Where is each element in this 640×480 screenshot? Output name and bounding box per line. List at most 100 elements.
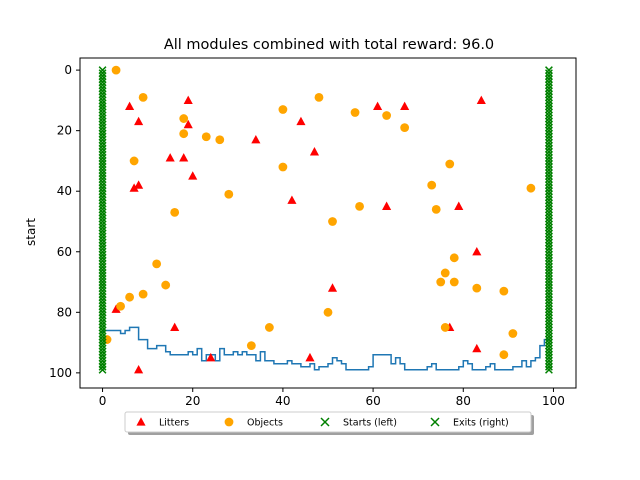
object-marker (472, 283, 482, 293)
start-marker (98, 314, 107, 323)
start-marker (98, 211, 107, 220)
litter-marker (134, 116, 144, 126)
exit-marker (545, 229, 553, 238)
object-marker (138, 92, 148, 102)
exit-marker (545, 108, 553, 117)
exit-marker (545, 87, 553, 96)
start-marker (98, 163, 107, 171)
exit-marker (545, 223, 553, 232)
start-marker (98, 356, 107, 365)
object-marker (215, 135, 225, 145)
exit-marker (545, 126, 553, 135)
exit-marker (545, 335, 553, 344)
exit-marker (545, 144, 553, 153)
litter-marker (305, 352, 315, 362)
start-marker (98, 96, 107, 105)
start-marker (98, 78, 107, 87)
object-marker (431, 204, 441, 214)
exit-marker (545, 132, 553, 141)
litter-marker (382, 201, 392, 210)
exit-marker (545, 111, 553, 120)
exit-marker (545, 205, 553, 214)
litter-marker (134, 180, 144, 189)
object-marker (499, 286, 509, 296)
exit-marker (545, 253, 553, 262)
start-marker (98, 141, 107, 150)
object-marker (111, 65, 121, 75)
start-marker (98, 217, 107, 226)
exit-marker (545, 181, 553, 190)
start-marker (98, 311, 107, 320)
exit-marker (545, 344, 553, 353)
object-marker (440, 268, 450, 278)
start-marker (98, 111, 107, 120)
x-tick-label: 80 (456, 394, 471, 408)
start-marker (98, 347, 107, 356)
start-marker (98, 208, 107, 217)
object-marker (161, 280, 171, 290)
x-tick-label: 20 (185, 394, 200, 408)
litter-marker (125, 101, 135, 111)
litter-marker (134, 365, 144, 374)
exit-marker (545, 153, 553, 162)
legend-litter-icon (136, 417, 146, 426)
exit-marker (545, 272, 553, 280)
start-marker (98, 178, 107, 187)
start-marker (98, 302, 107, 311)
exit-marker (545, 193, 553, 202)
exit-marker (545, 350, 553, 359)
object-marker (323, 307, 333, 317)
exit-marker (545, 217, 553, 226)
start-marker (98, 166, 107, 174)
exit-marker (545, 347, 553, 356)
litter-marker (472, 343, 482, 353)
exit-marker (545, 232, 553, 241)
start-marker (98, 87, 107, 96)
start-marker (98, 362, 107, 371)
start-marker (98, 256, 107, 265)
litter-marker (179, 153, 189, 162)
exit-marker (545, 102, 553, 111)
exit-marker (545, 135, 553, 144)
exit-marker (545, 78, 553, 87)
exit-marker (545, 199, 553, 208)
start-marker (98, 105, 107, 114)
start-marker (98, 290, 107, 299)
exit-marker (545, 175, 553, 184)
legend-label: Starts (left) (343, 418, 397, 429)
exit-marker (545, 184, 553, 193)
start-marker (98, 150, 107, 159)
exit-marker (545, 332, 553, 341)
start-marker (98, 235, 107, 244)
exit-marker (545, 235, 553, 244)
exit-marker (545, 269, 553, 277)
plot-frame (79, 57, 577, 389)
exit-marker (545, 99, 553, 108)
start-marker (98, 129, 107, 138)
exit-marker (545, 129, 553, 138)
exit-marker (545, 362, 553, 371)
exit-marker (545, 105, 553, 114)
exit-marker (545, 338, 553, 347)
start-marker (98, 157, 107, 165)
object-marker (170, 208, 180, 217)
litter-marker (296, 116, 306, 126)
x-tick-label: 60 (365, 394, 380, 408)
exit-marker (545, 202, 553, 211)
object-marker (449, 253, 459, 263)
start-marker (98, 344, 107, 353)
start-marker (98, 69, 107, 78)
object-marker (246, 341, 256, 351)
legend-label: Litters (159, 418, 189, 429)
exit-marker (545, 356, 553, 365)
start-marker (98, 184, 107, 193)
object-marker (278, 162, 288, 172)
start-marker (98, 317, 107, 326)
exit-marker (545, 302, 553, 311)
exit-marker (545, 66, 553, 75)
object-marker (449, 277, 459, 287)
exit-marker (545, 72, 553, 81)
start-marker (98, 199, 107, 208)
object-marker (125, 292, 134, 302)
